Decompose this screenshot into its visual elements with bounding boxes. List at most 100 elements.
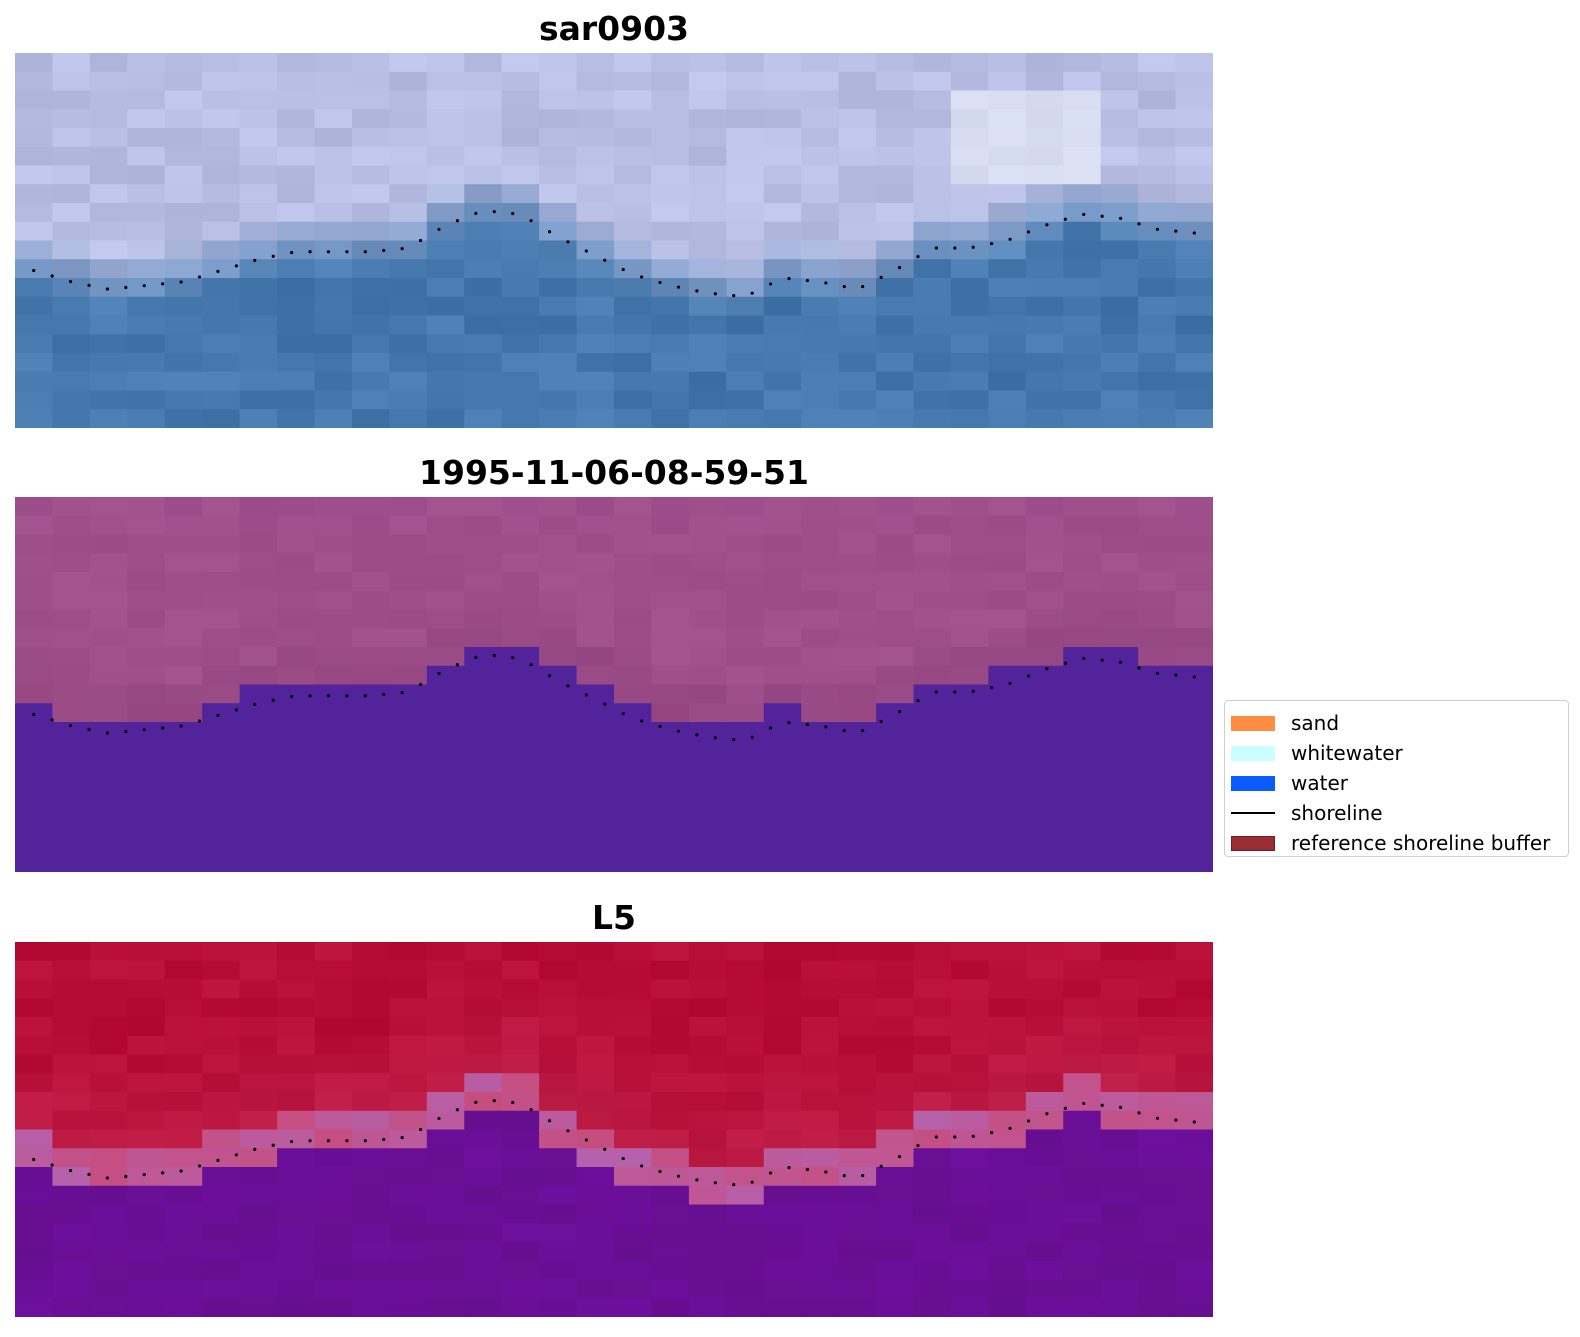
pixel-cell (1025, 334, 1064, 354)
pixel-cell (277, 998, 316, 1018)
pixel-cell (1175, 797, 1213, 817)
pixel-cell (539, 90, 578, 110)
pixel-cell (15, 71, 54, 92)
pixel-cell (501, 628, 540, 648)
pixel-cell (1175, 371, 1213, 392)
pixel-cell (876, 109, 915, 129)
pixel-cell (52, 128, 91, 148)
pixel-cell (202, 165, 241, 185)
pixel-cell (614, 942, 653, 962)
shoreline-point (658, 280, 662, 285)
pixel-cell (1138, 703, 1177, 723)
pixel-cell (277, 1185, 316, 1206)
pixel-cell (127, 390, 166, 410)
pixel-cell (464, 797, 503, 817)
pixel-cell (576, 1298, 615, 1317)
pixel-cell (164, 515, 203, 536)
pixel-cell (614, 1204, 653, 1224)
pixel-cell (1175, 278, 1213, 298)
pixel-cell (239, 71, 278, 92)
shoreline-point (271, 698, 275, 702)
pixel-cell (913, 797, 952, 817)
pixel-cell (988, 353, 1027, 373)
pixel-cell (651, 853, 690, 872)
pixel-cell (651, 665, 690, 686)
pixel-cell (202, 278, 241, 298)
pixel-cell (763, 53, 802, 73)
pixel-cell (1063, 278, 1102, 298)
pixel-cell (389, 334, 428, 354)
pixel-cell (1175, 960, 1213, 981)
legend-label: shoreline (1291, 801, 1383, 825)
pixel-cell (1138, 1017, 1177, 1037)
pixel-cell (876, 1204, 915, 1224)
pixel-cell (651, 315, 690, 335)
pixel-cell (239, 497, 278, 517)
shoreline-point (934, 246, 938, 250)
pixel-cell (688, 90, 727, 110)
pixel-cell (15, 815, 54, 836)
shoreline-point (584, 1138, 588, 1142)
pixel-cell (801, 315, 840, 335)
pixel-cell (501, 371, 540, 392)
pixel-cell (1175, 759, 1213, 779)
pixel-cell (89, 146, 128, 167)
pixel-cell (202, 609, 241, 629)
pixel-cell (651, 609, 690, 629)
pixel-cell (314, 1260, 353, 1281)
pixel-cell (726, 1035, 765, 1056)
pixel-cell (15, 221, 54, 242)
pixel-cell (763, 184, 802, 204)
pixel-cell (726, 834, 765, 854)
pixel-cell (351, 1279, 390, 1299)
pixel-cell (1138, 165, 1177, 185)
pixel-cell (127, 609, 166, 629)
pixel-cell (763, 240, 802, 260)
pixel-cell (314, 128, 353, 148)
pixel-cell (539, 665, 578, 686)
pixel-cell (389, 109, 428, 129)
pixel-cell (1100, 1223, 1139, 1243)
panel-title-satellite: L5 (592, 898, 636, 937)
pixel-cell (239, 53, 278, 73)
pixel-cell (52, 979, 91, 999)
pixel-cell (988, 815, 1027, 836)
pixel-cell (1025, 960, 1064, 981)
pixel-cell (913, 1017, 952, 1037)
shoreline-point (621, 1156, 625, 1161)
pixel-cell (277, 853, 316, 872)
pixel-cell (688, 1298, 727, 1317)
pixel-cell (1138, 998, 1177, 1018)
pixel-cell (1138, 515, 1177, 536)
pixel-cell (688, 647, 727, 667)
pixel-cell (1025, 759, 1064, 779)
pixel-cell (426, 1204, 465, 1224)
pixel-cell (314, 390, 353, 410)
pixel-cell (127, 184, 166, 204)
pixel-cell (15, 146, 54, 167)
shoreline-point (418, 1127, 423, 1132)
pixel-cell (763, 740, 802, 761)
pixel-cell (52, 834, 91, 854)
pixel-cell (651, 221, 690, 242)
pixel-cell (239, 90, 278, 110)
pixel-cell (164, 998, 203, 1018)
pixel-cell (1063, 722, 1102, 742)
pixel-cell (576, 684, 615, 704)
pixel-cell (52, 259, 91, 279)
shoreline-point (805, 1167, 810, 1172)
pixel-cell (202, 1129, 241, 1149)
pixel-cell (726, 497, 765, 517)
pixel-cell (464, 1017, 503, 1037)
pixel-cell (988, 834, 1027, 854)
pixel-cell (988, 979, 1027, 999)
pixel-cell (127, 1167, 166, 1187)
pixel-cell (1175, 1279, 1213, 1299)
pixel-cell (164, 203, 203, 223)
shoreline-point (529, 1108, 533, 1112)
pixel-cell (688, 1260, 727, 1281)
pixel-cell (988, 203, 1027, 223)
pixel-cell (127, 815, 166, 836)
pixel-cell (15, 1073, 54, 1093)
pixel-cell (351, 590, 390, 611)
